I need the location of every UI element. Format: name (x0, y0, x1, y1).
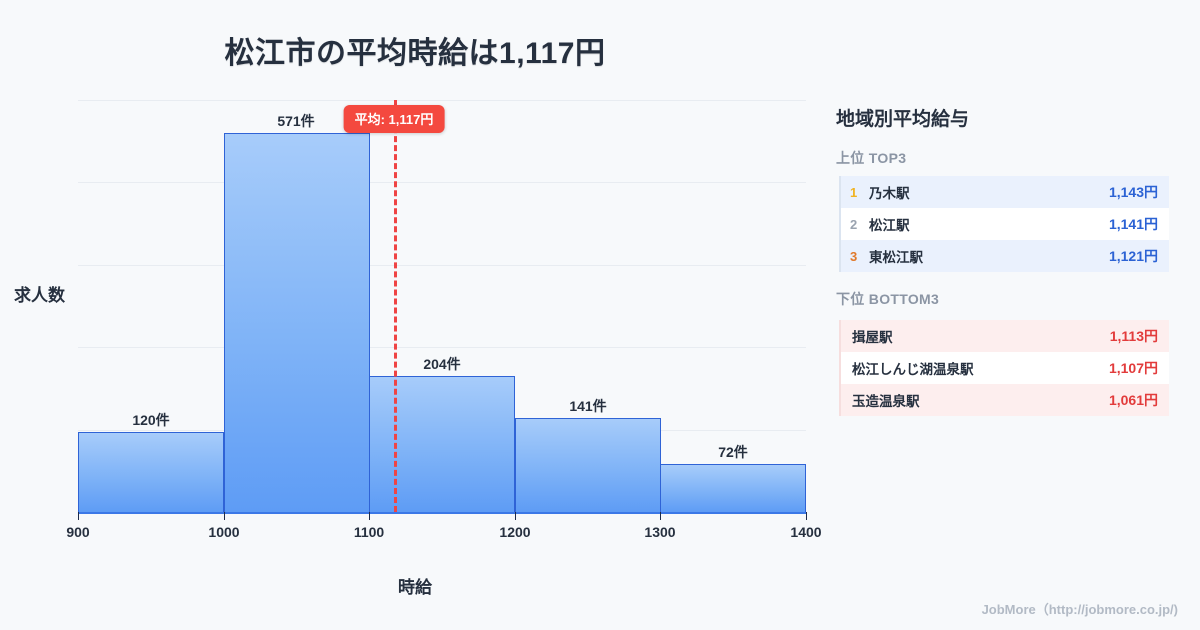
histogram-bar (224, 133, 370, 512)
histogram-bar (660, 464, 806, 512)
histogram-bar (369, 376, 515, 512)
histogram-bar (78, 432, 224, 512)
x-axis-label: 時給 (398, 578, 432, 597)
station-name: 乃木駅 (869, 186, 910, 201)
x-tick (78, 512, 79, 520)
bottom3-heading: 下位 BOTTOM3 (836, 291, 940, 307)
rank-number: 1 (850, 184, 858, 200)
x-tick-label: 1200 (499, 524, 531, 540)
rank-number: 2 (850, 216, 858, 232)
rank-row[interactable]: 1 乃木駅 1,143円 (839, 176, 1169, 208)
x-tick-label: 1100 (353, 524, 385, 540)
source-credit: JobMore（http://jobmore.co.jp/) (981, 602, 1178, 617)
station-wage: 1,061円 (1108, 392, 1158, 408)
x-tick (806, 512, 807, 520)
y-axis-label: 求人数 (14, 286, 65, 305)
x-tick (515, 512, 516, 520)
top3-heading: 上位 TOP3 (836, 150, 907, 166)
bar-value-label: 571件 (277, 113, 315, 129)
station-name: 松江しんじ湖温泉駅 (852, 362, 974, 377)
station-wage: 1,141円 (1108, 216, 1158, 232)
gridline (78, 182, 806, 183)
station-wage: 1,143円 (1108, 184, 1158, 200)
gridline (78, 265, 806, 266)
page-title: 松江市の平均時給は1,117円 (224, 37, 606, 70)
panel-title: 地域別平均給与 (836, 109, 970, 130)
station-wage: 1,121円 (1108, 248, 1158, 264)
x-axis-line (78, 512, 806, 514)
x-tick-label: 1400 (790, 524, 822, 540)
station-wage: 1,113円 (1109, 328, 1158, 344)
rank-row[interactable]: 2松江しんじ湖温泉駅1,107円 (839, 352, 1169, 384)
x-tick (224, 512, 225, 520)
rank-row[interactable]: 2 松江駅 1,141円 (839, 208, 1169, 240)
rank-row[interactable]: 3玉造温泉駅1,061円 (839, 384, 1169, 416)
bar-value-label: 72件 (718, 444, 748, 460)
top3-table: 1 乃木駅 1,143円 2 松江駅 1,141円 3 東松江駅 1,121円 (839, 176, 1169, 272)
bottom3-table: 1揖屋駅1,113円2松江しんじ湖温泉駅1,107円3玉造温泉駅1,061円 (839, 320, 1169, 416)
histogram-bar (515, 418, 661, 512)
gridline (78, 100, 806, 101)
rank-row[interactable]: 3 東松江駅 1,121円 (839, 240, 1169, 272)
bar-value-label: 141件 (569, 398, 607, 414)
station-wage: 1,107円 (1108, 360, 1158, 376)
bar-value-label: 120件 (132, 412, 170, 428)
x-tick-label: 1000 (208, 524, 240, 540)
average-badge: 平均: 1,117円 (343, 105, 445, 133)
rank-row[interactable]: 1揖屋駅1,113円 (839, 320, 1169, 352)
rank-number: 3 (850, 248, 858, 264)
gridline (78, 347, 806, 348)
region-salary-panel: 地域別平均給与 上位 TOP3 1 乃木駅 1,143円 2 松江駅 1,141円 3 東松江… (836, 0, 1200, 630)
histogram-chart: 求人数 900 1000 1100 1200 1300 1400 120件 571件 204件… (14, 100, 822, 597)
station-name: 松江駅 (869, 218, 910, 233)
x-tick-label: 900 (66, 524, 90, 540)
average-dashed-line (394, 100, 397, 512)
x-tick (660, 512, 661, 520)
station-name: 玉造温泉駅 (852, 394, 920, 409)
station-name: 揖屋駅 (852, 330, 893, 345)
x-tick-label: 1300 (644, 524, 676, 540)
x-tick (369, 512, 370, 520)
bar-value-label: 204件 (423, 356, 461, 372)
station-name: 東松江駅 (869, 250, 923, 265)
